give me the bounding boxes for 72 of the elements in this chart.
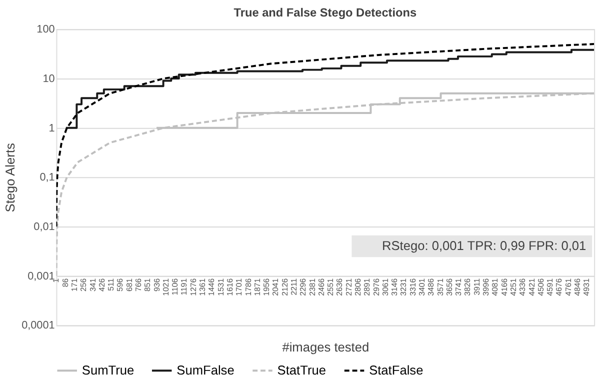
x-tick-label: 2296 xyxy=(298,278,308,296)
x-tick-label: 4676 xyxy=(554,278,564,296)
x-tick-label: 1276 xyxy=(188,278,198,296)
x-tick-label: 3316 xyxy=(408,278,418,296)
x-tick-label: 4846 xyxy=(572,278,582,296)
x-tick-label: 341 xyxy=(88,278,98,292)
x-tick-label: 4166 xyxy=(500,278,509,296)
x-tick-label: 766 xyxy=(134,278,144,292)
x-tick-label: 3826 xyxy=(463,278,472,296)
x-tick-label: 2721 xyxy=(344,278,354,296)
x-tick-label: 3911 xyxy=(472,278,482,296)
x-tick-label: 1191 xyxy=(180,278,189,296)
x-tick-label: 4761 xyxy=(564,278,573,296)
x-tick-label: 426 xyxy=(97,278,106,292)
x-tick-label: 3231 xyxy=(399,278,408,296)
x-tick-label: 1786 xyxy=(244,278,253,296)
y-axis-title: Stego Alerts xyxy=(2,143,18,212)
annotation: RStego: 0,001 TPR: 0,99 FPR: 0,01 xyxy=(382,238,586,254)
x-tick-label: 596 xyxy=(116,278,125,292)
x-tick-label: 171 xyxy=(70,278,80,292)
x-tick-label: 3061 xyxy=(380,278,390,296)
x-tick-label: 2381 xyxy=(308,278,317,296)
legend-label: StatFalse xyxy=(369,362,424,378)
x-tick-label: 2466 xyxy=(316,278,326,296)
x-tick-label: 2041 xyxy=(271,278,280,296)
x-tick-label: 86 xyxy=(60,278,70,288)
y-tick-label: 10 xyxy=(42,72,55,85)
x-tick-label: 4506 xyxy=(536,278,546,296)
x-tick-label: 4251 xyxy=(508,278,518,296)
legend-label: StatTrue xyxy=(277,362,326,378)
x-tick-label: 1446 xyxy=(207,278,216,296)
x-tick-label: 3741 xyxy=(454,278,464,296)
x-tick-label: 4421 xyxy=(527,278,536,296)
x-tick-label: 3486 xyxy=(426,278,436,296)
y-tick-label: 100 xyxy=(36,24,55,36)
x-tick-label: 1871 xyxy=(252,278,262,296)
x-tick-label: 4591 xyxy=(546,278,555,296)
chart-title: True and False Stego Detections xyxy=(234,5,417,20)
y-tick-label: 0,0001 xyxy=(22,320,55,332)
x-tick-label: 1531 xyxy=(216,278,226,296)
x-tick-label: 681 xyxy=(124,278,134,292)
y-tick-label: 0,1 xyxy=(40,172,55,184)
x-tick-label: 1106 xyxy=(170,278,180,296)
x-tick-label: 3656 xyxy=(444,278,454,296)
x-tick-label: 1021 xyxy=(161,278,170,296)
x-tick-label: 2806 xyxy=(354,278,362,296)
x-tick-label: 511 xyxy=(106,278,116,291)
x-tick-label: 256 xyxy=(79,278,88,292)
x-axis-title: #images tested xyxy=(282,339,370,354)
x-tick-label: 1361 xyxy=(198,278,208,296)
x-tick-label: 3571 xyxy=(436,278,445,296)
y-tick-label: 1 xyxy=(48,122,55,134)
x-tick-label: 3401 xyxy=(418,278,427,296)
x-tick-label: 2126 xyxy=(280,278,290,296)
x-tick-label: 2636 xyxy=(335,278,344,296)
x-tick-label: 2551 xyxy=(326,278,336,296)
x-tick-label: 1701 xyxy=(234,278,244,296)
x-tick-label: 4931 xyxy=(582,278,592,296)
x-tick-label: 3146 xyxy=(390,278,400,296)
x-tick-label: 851 xyxy=(143,278,152,292)
x-tick-label: 2976 xyxy=(372,278,381,296)
x-tick-label: 2211 xyxy=(289,278,298,296)
x-tick-label: 4081 xyxy=(490,278,500,296)
legend-label: SumFalse xyxy=(176,362,234,378)
y-tick-label: 0,01 xyxy=(34,220,55,233)
x-tick-label: 936 xyxy=(152,278,162,292)
x-tick-label: 2891 xyxy=(362,278,372,296)
x-tick-label: 4336 xyxy=(518,278,528,296)
x-tick-label: 1616 xyxy=(225,278,234,296)
x-tick-label: 1956 xyxy=(262,278,272,296)
x-tick-label: 3996 xyxy=(482,278,491,296)
legend-label: SumTrue xyxy=(82,362,134,378)
